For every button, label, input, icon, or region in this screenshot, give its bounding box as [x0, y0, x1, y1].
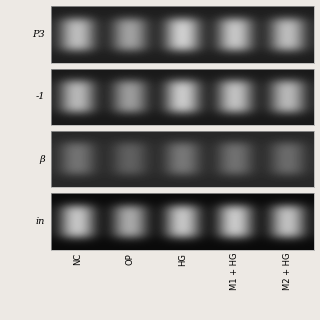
Text: β: β — [39, 155, 45, 164]
Text: HG: HG — [178, 253, 187, 266]
Text: in: in — [36, 217, 45, 226]
Text: OP: OP — [125, 253, 134, 265]
Text: M1 + HG: M1 + HG — [230, 253, 239, 290]
Text: M2 + HG: M2 + HG — [283, 253, 292, 290]
Text: NC: NC — [73, 253, 82, 265]
Text: P3: P3 — [32, 30, 45, 39]
Text: -1: -1 — [35, 92, 45, 101]
